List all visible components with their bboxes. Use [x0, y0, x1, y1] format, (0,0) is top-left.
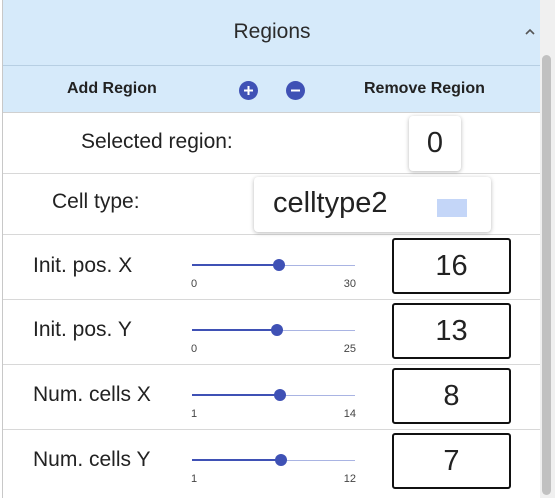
slider-max-label: 14	[343, 408, 356, 420]
slider-label: Num. cells Y	[33, 448, 151, 471]
cell-type-row: Cell type: celltype2	[3, 174, 541, 235]
region-toolbar: Add Region Remove Region	[3, 66, 541, 113]
slider-thumb[interactable]	[274, 454, 287, 466]
cell-type-label: Cell type:	[52, 190, 140, 213]
slider-max-label: 30	[343, 278, 356, 290]
scrollbar-thumb[interactable]	[542, 55, 551, 495]
init-pos-x-input[interactable]: 16	[392, 238, 511, 294]
cell-type-value: celltype2	[273, 187, 388, 219]
init-pos-y-input[interactable]: 13	[392, 303, 511, 359]
slider-min-label: 1	[191, 473, 198, 485]
slider-row: Init. pos. X 0 30 16	[3, 235, 541, 300]
plus-icon	[244, 86, 253, 95]
slider-thumb[interactable]	[270, 324, 283, 336]
chevron-up-icon[interactable]	[523, 25, 537, 39]
slider-label: Init. pos. Y	[33, 318, 132, 341]
selected-region-row: Selected region: 0	[3, 113, 541, 174]
init-pos-y-slider[interactable]: 0 25	[191, 300, 356, 355]
slider-min-label: 1	[191, 408, 198, 420]
slider-fill	[192, 459, 281, 461]
slider-thumb[interactable]	[273, 389, 286, 401]
slider-max-label: 25	[343, 343, 356, 355]
slider-row: Init. pos. Y 0 25 13	[3, 300, 541, 365]
add-region-label[interactable]: Add Region	[67, 80, 157, 97]
slider-max-label: 12	[343, 473, 356, 485]
slider-min-label: 0	[191, 343, 198, 355]
selected-region-input[interactable]: 0	[409, 116, 461, 171]
regions-title: Regions	[233, 20, 311, 43]
slider-thumb[interactable]	[272, 259, 285, 271]
selected-region-label: Selected region:	[81, 130, 233, 153]
regions-header[interactable]: Regions	[3, 0, 541, 66]
slider-min-label: 0	[191, 278, 198, 290]
num-cells-y-slider[interactable]: 1 12	[191, 430, 356, 485]
slider-fill	[192, 264, 279, 266]
remove-region-button[interactable]	[286, 81, 305, 100]
num-cells-x-input[interactable]: 8	[392, 368, 511, 424]
cell-type-select[interactable]: celltype2	[254, 177, 491, 232]
slider-label: Init. pos. X	[33, 254, 133, 277]
slider-row: Num. cells Y 1 12 7	[3, 430, 541, 498]
remove-region-label[interactable]: Remove Region	[364, 80, 485, 97]
minus-icon	[291, 89, 300, 92]
num-cells-x-slider[interactable]: 1 14	[191, 365, 356, 420]
slider-fill	[192, 394, 280, 396]
add-region-button[interactable]	[239, 81, 258, 100]
slider-row: Num. cells X 1 14 8	[3, 365, 541, 430]
num-cells-y-input[interactable]: 7	[392, 433, 511, 489]
cell-type-color-swatch	[437, 199, 467, 217]
init-pos-x-slider[interactable]: 0 30	[191, 235, 356, 290]
slider-label: Num. cells X	[33, 383, 151, 406]
regions-panel: Regions Add Region Remove Region Selecte…	[2, 0, 541, 498]
slider-fill	[192, 329, 277, 331]
